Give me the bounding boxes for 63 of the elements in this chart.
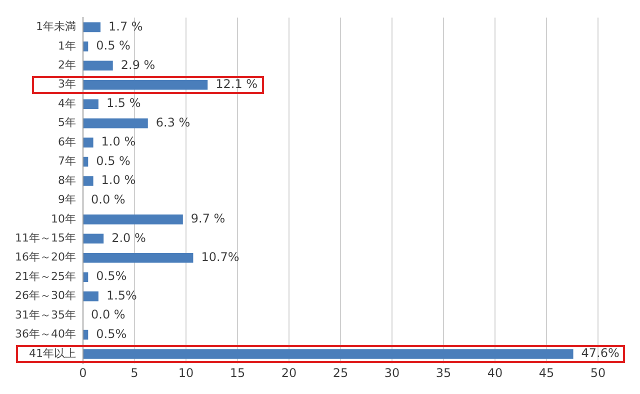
bar <box>83 176 94 186</box>
data-label: 0.5 % <box>96 38 130 53</box>
y-tick-label: 21年～25年 <box>14 270 76 283</box>
data-label: 1.0 % <box>101 173 136 188</box>
data-label: 2.0 % <box>112 230 146 245</box>
bar <box>83 60 113 71</box>
bar <box>83 252 194 263</box>
y-tick-label: 11年～15年 <box>14 232 76 245</box>
y-tick-label: 4年 <box>58 96 76 110</box>
data-label: 10.7% <box>201 250 240 264</box>
bar <box>83 349 574 359</box>
data-label: 0.5 % <box>96 154 130 168</box>
y-tick-label: 36年～40年 <box>14 328 76 341</box>
y-tick-label: 3年 <box>58 78 76 91</box>
bar <box>83 80 208 90</box>
x-tick-label: 25 <box>332 366 348 380</box>
bar <box>83 22 101 32</box>
data-label: 1.5% <box>106 288 137 302</box>
y-tick-label: 7年 <box>58 154 76 168</box>
x-tick-label: 5 <box>130 366 138 380</box>
data-label: 1.7 % <box>108 19 143 34</box>
data-label: 12.1 % <box>216 77 258 92</box>
x-tick-label: 50 <box>590 366 606 380</box>
x-tick-label: 40 <box>487 366 503 380</box>
x-tick-label: 15 <box>230 366 246 380</box>
y-tick-label: 41年以上 <box>28 346 76 360</box>
data-label: 47.6% <box>581 346 620 360</box>
x-tick-label: 30 <box>384 366 400 380</box>
y-tick-label: 6年 <box>58 135 76 148</box>
bar <box>83 214 183 224</box>
y-tick-label: 1年未満 <box>36 20 76 34</box>
y-tick-label: 10年 <box>50 212 76 226</box>
bar <box>83 42 88 52</box>
bar <box>83 291 98 302</box>
y-tick-label: 31年～35年 <box>14 308 76 322</box>
x-tick-label: 45 <box>538 366 554 380</box>
data-label: 9.7 % <box>190 212 226 226</box>
data-label: 6.3 % <box>156 115 190 130</box>
data-label: 1.5 % <box>106 96 141 110</box>
x-tick-label: 20 <box>281 366 297 380</box>
bar <box>83 330 88 340</box>
bar <box>83 272 88 282</box>
y-tick-label: 26年～30年 <box>14 289 76 302</box>
data-label: 0.0 % <box>90 308 126 322</box>
y-tick-label: 2年 <box>58 58 76 72</box>
y-tick-label: 1年 <box>58 39 76 52</box>
data-label: 1.0 % <box>101 134 136 149</box>
bar <box>83 99 98 109</box>
y-tick-label: 9年 <box>58 193 76 206</box>
y-tick-label: 5年 <box>58 116 76 130</box>
bar <box>83 118 148 128</box>
y-tick-label: 8年 <box>58 174 76 187</box>
y-tick-label: 16年～20年 <box>14 250 76 264</box>
data-label: 0.5% <box>96 326 127 341</box>
x-tick-label: 35 <box>436 366 452 380</box>
data-label: 2.9 % <box>120 58 156 72</box>
bar <box>83 234 104 244</box>
bar <box>83 138 94 148</box>
data-label: 0.5% <box>96 269 127 284</box>
data-label: 0.0 % <box>90 192 126 206</box>
x-tick-label: 0 <box>79 366 87 380</box>
bar <box>83 156 88 167</box>
x-tick-label: 10 <box>178 366 194 380</box>
